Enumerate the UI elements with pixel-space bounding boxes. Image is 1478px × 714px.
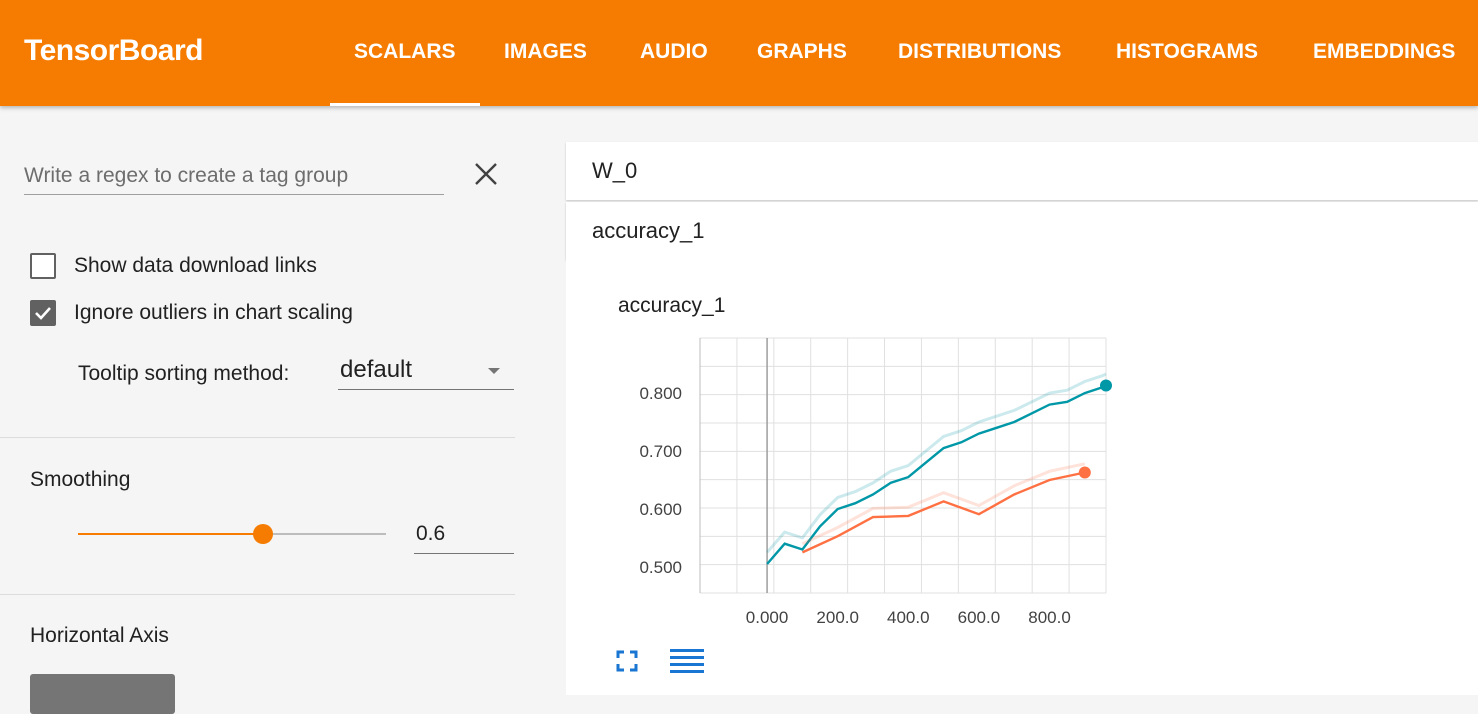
tab-distributions-label: DISTRIBUTIONS — [898, 40, 1062, 63]
y-tick-label: 0.600 — [639, 500, 682, 519]
tab-audio[interactable]: AUDIO — [640, 40, 708, 106]
tab-graphs[interactable]: GRAPHS — [757, 40, 847, 106]
list-lines-icon — [670, 649, 704, 673]
smoothing-title: Smoothing — [30, 468, 131, 491]
category-name: W_0 — [592, 158, 638, 183]
line-chart[interactable]: 0.500 0.600 0.700 0.800 0.000 200.0 400.0 600.0… — [566, 260, 1478, 695]
category-header-w0[interactable]: W_0 — [566, 142, 1478, 200]
x-tick-label: 600.0 — [958, 608, 1001, 627]
smoothing-slider[interactable] — [78, 524, 386, 544]
series-line — [801, 471, 1086, 554]
tab-audio-label: AUDIO — [640, 40, 708, 63]
dropdown-arrow-icon — [488, 368, 500, 374]
tab-scalars[interactable]: SCALARS — [330, 40, 480, 106]
tab-embeddings[interactable]: EMBEDDINGS — [1313, 40, 1455, 106]
chart-title: accuracy_1 — [618, 294, 726, 317]
tab-histograms[interactable]: HISTOGRAMS — [1116, 40, 1258, 106]
series-end-point — [1078, 466, 1091, 479]
main-content: W_0 accuracy_1 accuracy_1 0.500 0.600 0.70… — [566, 142, 1478, 695]
tab-images[interactable]: IMAGES — [504, 40, 587, 106]
tooltip-sorting-select[interactable]: default — [338, 350, 514, 390]
checkmark-icon — [35, 307, 51, 320]
tab-graphs-label: GRAPHS — [757, 40, 847, 63]
show-download-links-label: Show data download links — [74, 254, 317, 277]
tag-regex-input[interactable] — [24, 158, 444, 195]
ignore-outliers-checkbox[interactable]: Ignore outliers in chart scaling — [30, 297, 353, 329]
series-raw-line — [765, 372, 1107, 554]
y-tick-label: 0.700 — [639, 442, 682, 461]
checkbox-box[interactable] — [30, 253, 56, 279]
smoothing-slider-fill — [78, 533, 263, 535]
top-app-bar: TensorBoard SCALARS IMAGES AUDIO GRAPHS … — [0, 0, 1478, 106]
clear-regex-button[interactable] — [472, 160, 500, 188]
x-tick-label: 200.0 — [816, 608, 859, 627]
y-tick-label: 0.500 — [639, 558, 682, 577]
smoothing-slider-thumb[interactable] — [252, 524, 273, 544]
series-end-point — [1100, 379, 1112, 392]
tooltip-sorting-value: default — [340, 356, 413, 383]
category-header-accuracy[interactable]: accuracy_1 — [566, 202, 1478, 260]
tab-scalars-label: SCALARS — [354, 40, 456, 63]
sidebar: Show data download links Ignore outliers… — [0, 106, 515, 714]
fullscreen-icon — [616, 650, 638, 672]
chart-card: accuracy_1 0.500 0.600 0.700 0.800 0.000 200.… — [566, 260, 1478, 695]
series-line — [766, 384, 1107, 565]
horizontal-axis-step-button[interactable] — [30, 674, 175, 714]
app-title: TensorBoard — [24, 34, 203, 67]
divider — [0, 437, 515, 438]
tab-histograms-label: HISTOGRAMS — [1116, 40, 1258, 63]
ignore-outliers-label: Ignore outliers in chart scaling — [74, 301, 353, 324]
series-raw-line — [801, 462, 1086, 546]
category-name: accuracy_1 — [592, 218, 705, 243]
fullscreen-button[interactable] — [616, 650, 638, 677]
divider — [0, 594, 515, 595]
tab-embeddings-label: EMBEDDINGS — [1313, 40, 1456, 63]
smoothing-value-input[interactable]: 0.6 — [414, 516, 514, 554]
data-table-button[interactable] — [670, 648, 704, 679]
x-tick-label: 400.0 — [887, 608, 930, 627]
tooltip-sorting-label: Tooltip sorting method: — [78, 362, 290, 385]
y-tick-label: 0.800 — [639, 384, 682, 403]
close-icon — [475, 163, 497, 185]
show-download-links-checkbox[interactable]: Show data download links — [30, 250, 317, 282]
tab-distributions[interactable]: DISTRIBUTIONS — [898, 40, 1061, 106]
checkbox-box-checked[interactable] — [30, 300, 56, 326]
x-tick-label: 0.000 — [746, 608, 789, 627]
horizontal-axis-title: Horizontal Axis — [30, 624, 169, 647]
x-tick-label: 800.0 — [1028, 608, 1071, 627]
tab-images-label: IMAGES — [504, 40, 587, 63]
